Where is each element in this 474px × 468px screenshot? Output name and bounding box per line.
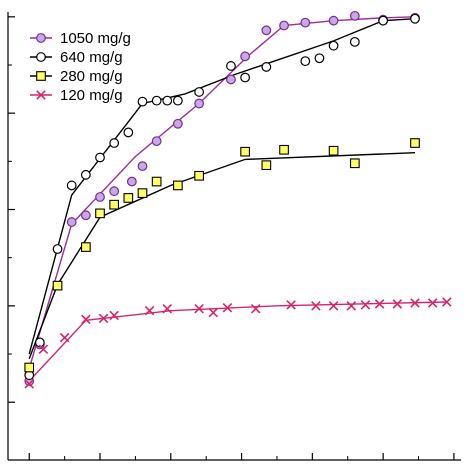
data-point-series-0 bbox=[126, 176, 137, 187]
data-point-series-2 bbox=[328, 145, 339, 156]
data-point-series-1 bbox=[314, 53, 325, 64]
data-point-series-2 bbox=[410, 138, 420, 148]
data-point-series-2 bbox=[109, 199, 120, 210]
data-point-series-3 bbox=[328, 301, 339, 311]
data-point-series-2 bbox=[137, 188, 148, 198]
data-point-series-0 bbox=[151, 136, 162, 147]
data-point-series-2 bbox=[123, 193, 134, 203]
data-point-series-0 bbox=[66, 217, 77, 227]
data-point-series-2 bbox=[194, 170, 204, 181]
data-point-series-1 bbox=[66, 180, 77, 191]
data-point-series-1 bbox=[378, 15, 389, 26]
data-point-series-3 bbox=[360, 300, 371, 310]
data-point-series-2 bbox=[349, 158, 360, 169]
legend-label-3: 120 mg/g bbox=[60, 87, 123, 104]
data-point-series-1 bbox=[172, 95, 183, 106]
data-point-series-3 bbox=[109, 310, 119, 321]
data-point-series-3 bbox=[286, 300, 296, 310]
data-point-series-1 bbox=[194, 87, 205, 97]
data-point-series-3 bbox=[59, 332, 70, 343]
data-point-series-2 bbox=[261, 160, 272, 171]
data-point-series-1 bbox=[109, 138, 120, 148]
fit-line-series-2 bbox=[28, 152, 416, 360]
data-point-series-3 bbox=[38, 344, 49, 354]
data-point-series-0 bbox=[279, 20, 289, 31]
data-point-series-3 bbox=[427, 298, 438, 308]
data-point-series-0 bbox=[95, 192, 105, 202]
data-point-series-3 bbox=[162, 303, 173, 314]
data-point-series-0 bbox=[300, 17, 311, 28]
axes bbox=[7, 12, 461, 461]
legend-marker-2 bbox=[36, 71, 46, 81]
data-point-series-2 bbox=[24, 362, 35, 373]
data-point-series-0 bbox=[172, 118, 183, 129]
data-point-series-3 bbox=[311, 301, 321, 311]
data-point-series-0 bbox=[80, 210, 91, 221]
data-point-series-1 bbox=[52, 244, 63, 254]
data-point-series-0 bbox=[137, 161, 148, 172]
data-point-series-1 bbox=[123, 127, 134, 138]
legend-label-1: 640 mg/g bbox=[60, 49, 123, 66]
data-point-series-3 bbox=[24, 379, 35, 389]
legend: 1050 mg/g 640 mg/g 280 mg/g 120 mg/g bbox=[30, 30, 131, 104]
data-point-series-3 bbox=[442, 297, 452, 307]
data-point-series-3 bbox=[81, 314, 91, 325]
legend-marker-0 bbox=[36, 33, 46, 43]
data-point-series-3 bbox=[250, 303, 261, 314]
data-point-series-3 bbox=[222, 303, 233, 313]
data-point-series-1 bbox=[137, 96, 148, 107]
data-point-series-2 bbox=[81, 242, 91, 252]
data-point-series-3 bbox=[346, 301, 357, 311]
data-point-series-0 bbox=[261, 25, 272, 36]
data-point-series-0 bbox=[194, 98, 205, 109]
data-point-series-2 bbox=[173, 180, 183, 191]
data-point-series-1 bbox=[95, 152, 105, 163]
data-point-series-2 bbox=[52, 280, 63, 291]
data-point-series-3 bbox=[144, 305, 155, 316]
data-point-series-2 bbox=[151, 176, 162, 187]
data-point-series-2 bbox=[279, 144, 289, 155]
data-point-series-0 bbox=[240, 51, 251, 62]
fit-line-series-3 bbox=[28, 301, 447, 382]
data-point-series-1 bbox=[80, 169, 91, 180]
data-point-series-3 bbox=[208, 307, 219, 318]
data-point-series-1 bbox=[261, 62, 272, 72]
fit-line-series-1 bbox=[28, 18, 416, 355]
legend-label-2: 280 mg/g bbox=[60, 68, 123, 85]
data-markers bbox=[24, 10, 452, 389]
legend-marker-3 bbox=[36, 90, 46, 100]
data-point-series-1 bbox=[162, 95, 173, 106]
data-point-series-2 bbox=[95, 208, 105, 219]
data-point-series-0 bbox=[328, 15, 339, 26]
legend-marker-1 bbox=[36, 52, 46, 62]
data-point-series-0 bbox=[349, 10, 360, 21]
legend-label-0: 1050 mg/g bbox=[60, 30, 131, 47]
data-point-series-3 bbox=[98, 313, 109, 324]
data-point-series-1 bbox=[349, 36, 360, 47]
data-point-series-1 bbox=[328, 40, 339, 51]
data-point-series-3 bbox=[194, 303, 204, 314]
data-point-series-3 bbox=[392, 299, 403, 309]
data-point-series-0 bbox=[226, 74, 236, 85]
data-point-series-1 bbox=[410, 13, 420, 24]
data-point-series-2 bbox=[240, 146, 250, 157]
data-point-series-0 bbox=[109, 186, 120, 197]
data-point-series-1 bbox=[240, 72, 251, 83]
data-point-series-3 bbox=[374, 299, 385, 309]
data-point-series-1 bbox=[151, 95, 162, 106]
data-point-series-3 bbox=[410, 298, 420, 308]
data-point-series-1 bbox=[226, 61, 236, 71]
data-point-series-1 bbox=[300, 56, 311, 67]
